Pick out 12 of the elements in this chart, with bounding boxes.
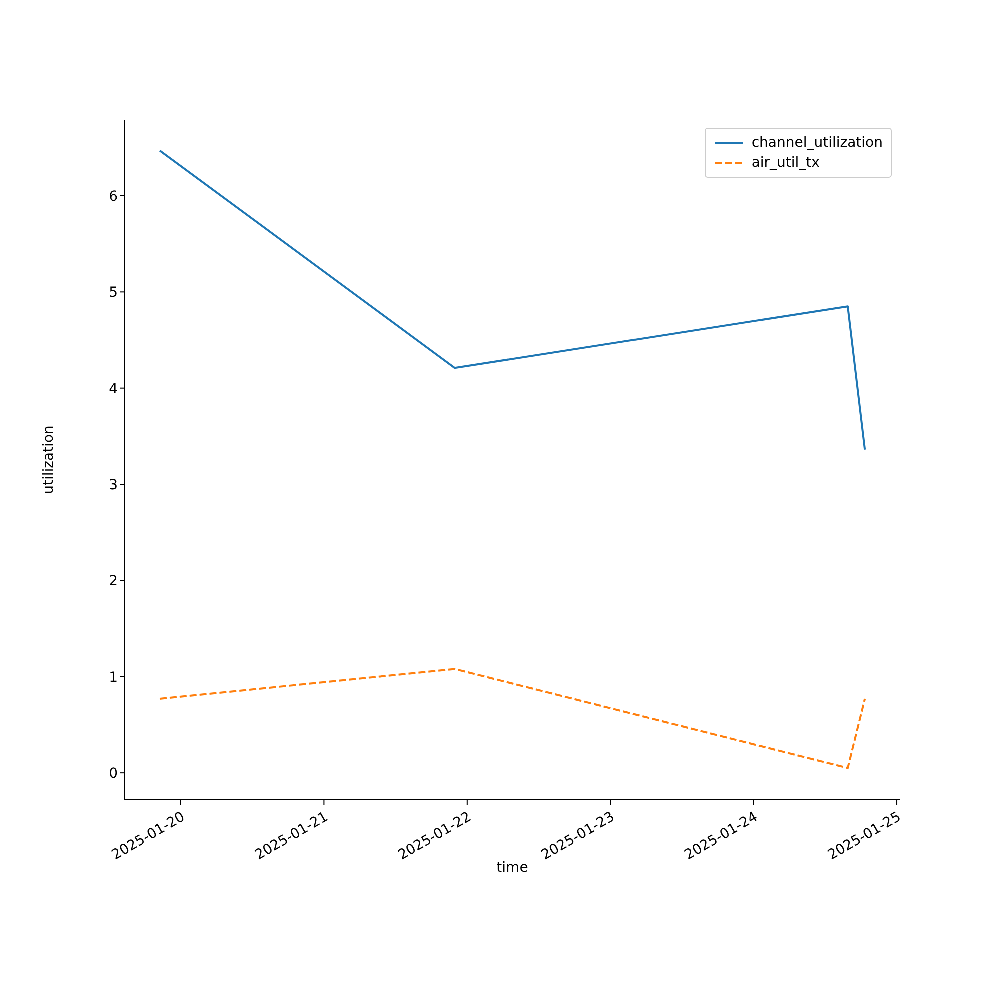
y-tick-label: 5 — [109, 285, 118, 302]
y-tick-label: 3 — [109, 477, 118, 494]
y-tick-label: 2 — [109, 574, 118, 590]
y-tick-label: 0 — [109, 766, 118, 782]
y-tick-label: 1 — [109, 670, 118, 686]
x-axis-title: time — [496, 860, 528, 876]
y-tick-label: 6 — [109, 188, 118, 205]
line-series — [159, 150, 866, 451]
y-axis-title: utilization — [40, 426, 57, 494]
y-tick-label: 4 — [109, 381, 118, 398]
legend-label: channel_utilization — [752, 134, 883, 153]
legend-label: air_util_tx — [752, 154, 820, 173]
